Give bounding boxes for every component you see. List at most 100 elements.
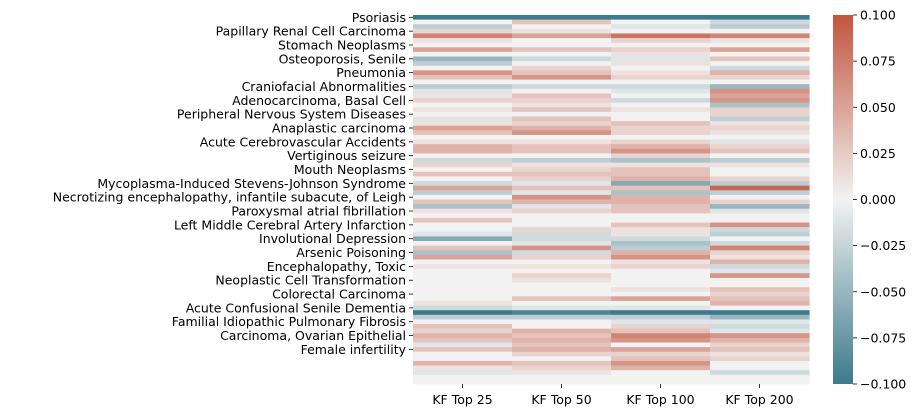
heatmap-cell — [710, 254, 810, 261]
heatmap-cell — [710, 259, 810, 265]
heatmap-cell — [710, 374, 810, 380]
heatmap-cell — [413, 176, 513, 182]
colorbar-tick-label: 0.075 — [860, 54, 896, 69]
heatmap-cell — [512, 61, 612, 67]
y-tick-label: Mycoplasma-Induced Stevens-Johnson Syndr… — [97, 176, 406, 191]
heatmap-cell — [413, 296, 513, 302]
heatmap-cell — [512, 217, 612, 224]
heatmap-cell — [413, 213, 513, 219]
heatmap-cell — [512, 370, 612, 376]
heatmap-cell — [512, 93, 612, 99]
heatmap-cell — [611, 241, 711, 247]
heatmap-cell — [710, 51, 810, 58]
heatmap-cell — [413, 24, 513, 30]
heatmap-cell — [512, 287, 612, 293]
y-tick-label: Neoplastic Cell Transformation — [215, 273, 406, 288]
heatmap-cell — [512, 185, 612, 191]
heatmap-cell — [512, 139, 612, 145]
y-tick-label: Arsenic Poisoning — [296, 245, 406, 260]
heatmap-cell — [710, 222, 810, 228]
heatmap-cell — [512, 347, 612, 353]
heatmap-cell — [413, 199, 513, 205]
heatmap-cell — [413, 254, 513, 261]
heatmap-cell — [512, 213, 612, 219]
heatmap-cell — [512, 324, 612, 330]
y-tick-label: Craniofacial Abnormalities — [242, 79, 406, 94]
heatmap-cell — [413, 319, 513, 325]
heatmap-cell — [413, 79, 513, 85]
heatmap-cell — [413, 342, 513, 348]
heatmap-cell — [413, 162, 513, 168]
heatmap-cell — [413, 337, 513, 344]
heatmap-cell — [512, 342, 612, 348]
heatmap-cell — [413, 324, 513, 330]
y-tick-label: Acute Cerebrovascular Accidents — [200, 134, 406, 149]
heatmap-cell — [611, 107, 711, 113]
heatmap-cell — [413, 130, 513, 136]
heatmap-cell — [611, 88, 711, 95]
heatmap-cell — [512, 273, 612, 279]
heatmap-cell — [512, 374, 612, 380]
heatmap-cell — [611, 176, 711, 182]
colorbar-tick-label: 0.000 — [860, 192, 896, 207]
heatmap-cell — [413, 300, 513, 307]
heatmap-cell — [413, 125, 513, 131]
heatmap-cell — [710, 250, 810, 256]
heatmap-cell — [611, 305, 711, 311]
heatmap-cell — [413, 134, 513, 141]
heatmap-cell — [413, 42, 513, 48]
heatmap-cell — [413, 33, 513, 39]
heatmap-cell — [512, 167, 612, 173]
heatmap-cell — [611, 15, 711, 21]
heatmap-cell — [413, 245, 513, 251]
y-tick-label: Stomach Neoplasms — [278, 37, 406, 52]
heatmap-cell — [611, 111, 711, 118]
heatmap-cell — [611, 231, 711, 237]
heatmap-cell — [512, 264, 612, 270]
y-tick-label: Left Middle Cerebral Artery Infarction — [174, 217, 406, 232]
heatmap-cell — [611, 204, 711, 210]
heatmap-cell — [413, 153, 513, 159]
heatmap-cell — [611, 134, 711, 141]
heatmap-cell — [512, 107, 612, 113]
y-tick-label: Acute Confusional Senile Dementia — [186, 300, 406, 315]
heatmap-cell — [512, 268, 612, 274]
heatmap-cell — [413, 107, 513, 113]
x-tick-label: KF Top 50 — [531, 392, 591, 407]
heatmap-cell — [710, 356, 810, 362]
heatmap-cell — [611, 84, 711, 90]
heatmap-cell — [710, 300, 810, 307]
heatmap-cell — [710, 333, 810, 339]
heatmap-cell — [710, 379, 810, 385]
heatmap-cell — [413, 282, 513, 288]
heatmap-cell — [512, 204, 612, 210]
heatmap-cell — [710, 167, 810, 173]
heatmap-cell — [413, 287, 513, 293]
heatmap-cell — [710, 162, 810, 168]
heatmap-cell — [413, 231, 513, 237]
heatmap-cell — [611, 56, 711, 62]
heatmap-cell — [413, 217, 513, 224]
heatmap-cell — [413, 93, 513, 99]
heatmap-cell — [413, 277, 513, 284]
heatmap-cell — [611, 328, 711, 334]
heatmap-cell — [710, 291, 810, 297]
heatmap-cell — [710, 277, 810, 284]
heatmap-cell — [611, 167, 711, 173]
heatmap-cell — [611, 28, 711, 35]
heatmap-cell — [611, 254, 711, 261]
heatmap-cell — [611, 139, 711, 145]
y-tick-label: Carcinoma, Ovarian Epithelial — [220, 328, 406, 343]
heatmap-cell — [512, 333, 612, 339]
heatmap-cell — [710, 365, 810, 371]
heatmap-cell — [512, 33, 612, 39]
heatmap-cell — [611, 333, 711, 339]
heatmap-cell — [611, 365, 711, 371]
heatmap-cell — [512, 314, 612, 321]
heatmap-cell — [512, 199, 612, 205]
heatmap-cell — [512, 134, 612, 141]
heatmap-cell — [413, 157, 513, 164]
heatmap-cell — [413, 47, 513, 53]
heatmap-cell — [710, 314, 810, 321]
